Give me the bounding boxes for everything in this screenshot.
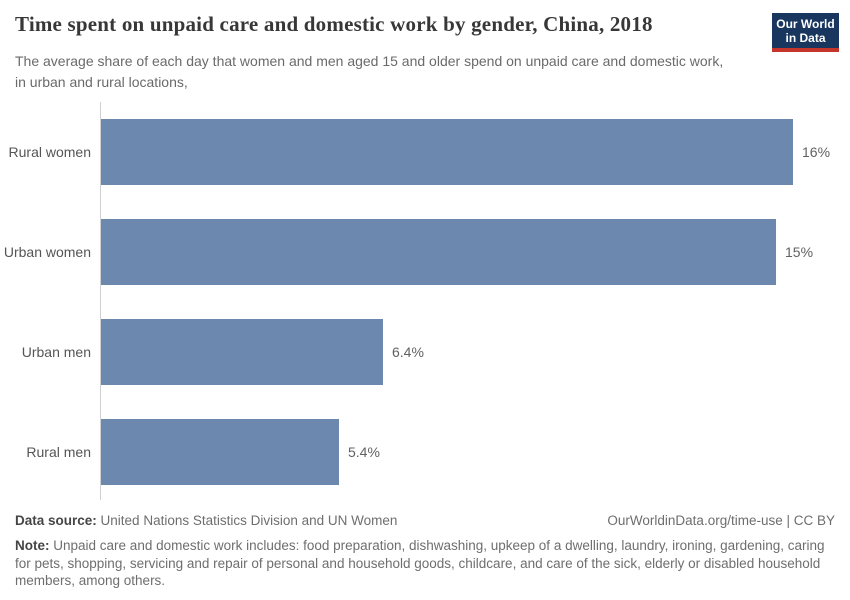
category-label: Urban women [3,244,91,260]
value-label: 6.4% [392,344,424,360]
owid-logo-line1: Our World [776,16,835,31]
bar-row: Rural women 16% [0,102,850,202]
chart-subtitle: The average share of each day that women… [15,53,724,90]
chart-note: Note: Unpaid care and domestic work incl… [15,537,835,590]
bar[interactable] [101,219,776,285]
value-label: 5.4% [348,444,380,460]
page-title: Time spent on unpaid care and domestic w… [15,12,653,36]
bar-row: Urban women 15% [0,202,850,302]
license-link[interactable]: OurWorldinData.org/time-use | CC BY [607,513,835,528]
note-text: Unpaid care and domestic work includes: … [15,538,825,588]
data-source-text: United Nations Statistics Division and U… [100,513,398,528]
bar[interactable] [101,419,339,485]
owid-logo-line2: in Data [785,30,826,45]
bar[interactable] [101,319,383,385]
note-label: Note: [15,538,50,553]
data-source-label: Data source: [15,513,97,528]
owid-logo[interactable]: Our World in Data [772,13,839,52]
value-label: 15% [785,244,814,260]
bar-chart: Rural women 16% Urban women 15% Urban men 6.4… [0,102,850,500]
chart-footer: Data source: United Nations Statistics D… [15,511,835,600]
y-axis-line [100,102,101,500]
value-label: 16% [802,144,831,160]
category-label: Rural women [8,144,91,160]
bar-row: Rural men 5.4% [0,402,850,502]
bar[interactable] [101,119,793,185]
bar-row: Urban men 6.4% [0,302,850,402]
category-label: Rural men [26,444,91,460]
data-source: Data source: United Nations Statistics D… [15,511,397,530]
category-label: Urban men [21,344,91,360]
source-row: Data source: United Nations Statistics D… [15,511,835,530]
